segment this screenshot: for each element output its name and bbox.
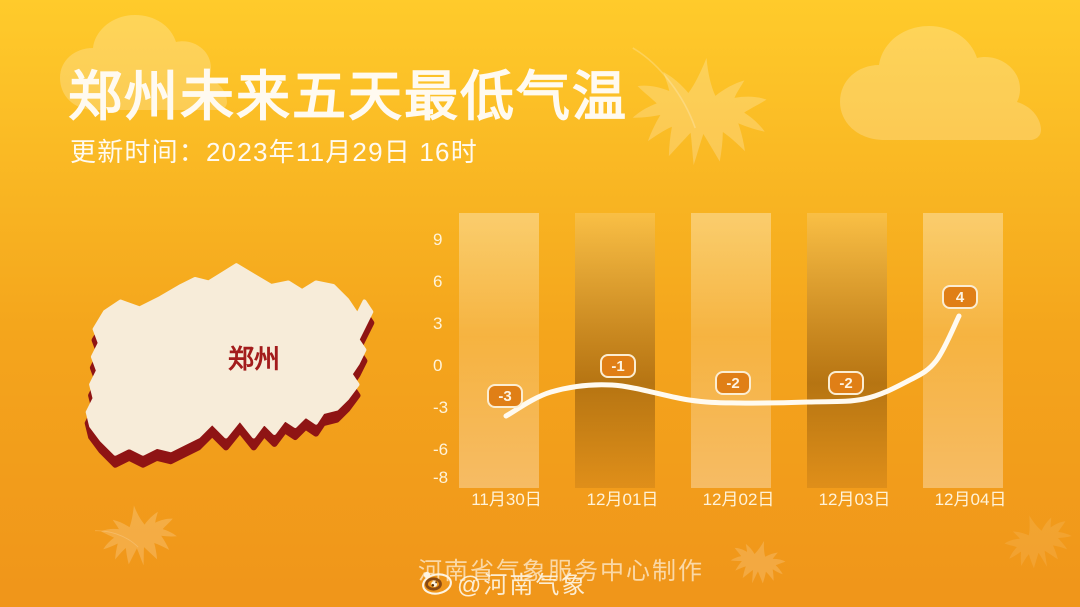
svg-text:郑州: 郑州 bbox=[228, 344, 280, 374]
